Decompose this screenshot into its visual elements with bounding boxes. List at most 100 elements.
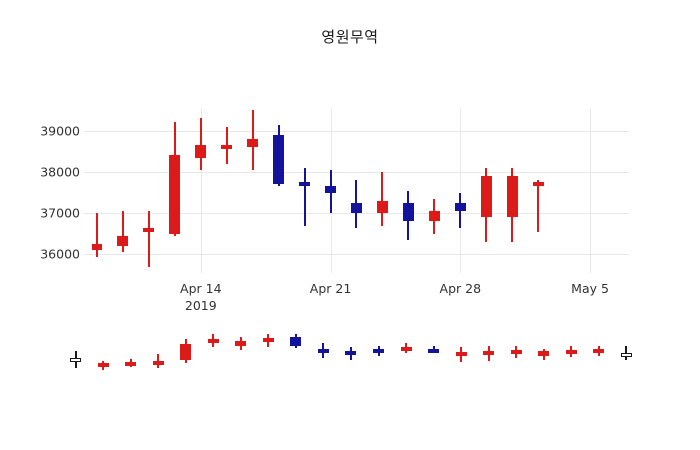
mini-candlestick[interactable] bbox=[97, 330, 109, 374]
mini-candlestick[interactable] bbox=[345, 330, 357, 374]
mini-candlestick[interactable] bbox=[565, 330, 577, 374]
mini-candlestick[interactable] bbox=[152, 330, 164, 374]
mini-candle-body bbox=[317, 348, 329, 353]
candlestick[interactable] bbox=[532, 108, 544, 273]
candlestick-plot bbox=[84, 108, 629, 273]
candlestick[interactable] bbox=[143, 108, 155, 273]
candle-body bbox=[454, 202, 466, 212]
candle-body bbox=[91, 244, 103, 251]
candle-body bbox=[169, 155, 181, 234]
candlestick[interactable] bbox=[195, 108, 207, 273]
mini-candlestick[interactable] bbox=[620, 330, 632, 374]
candle-wick bbox=[381, 171, 384, 226]
y-axis-tick-label: 37000 bbox=[40, 205, 80, 221]
candle-body bbox=[480, 176, 492, 218]
mini-candle-body bbox=[565, 349, 577, 355]
candle-body bbox=[221, 145, 233, 150]
candle-wick bbox=[199, 118, 202, 170]
candlestick[interactable] bbox=[91, 108, 103, 273]
gridline-horizontal bbox=[84, 254, 629, 256]
mini-candle-body bbox=[345, 350, 357, 355]
mini-candlestick[interactable] bbox=[207, 330, 219, 374]
mini-candle-wick bbox=[625, 345, 628, 360]
mini-candle-body bbox=[207, 339, 219, 344]
mini-candle-body bbox=[262, 337, 274, 343]
mini-candlestick[interactable] bbox=[455, 330, 467, 374]
mini-candlestick[interactable] bbox=[373, 330, 385, 374]
candle-body bbox=[117, 235, 129, 247]
mini-candlestick[interactable] bbox=[125, 330, 137, 374]
mini-candlestick[interactable] bbox=[290, 330, 302, 374]
gridline-horizontal bbox=[84, 130, 629, 132]
mini-candlestick[interactable] bbox=[510, 330, 522, 374]
mini-candlestick-panel bbox=[62, 330, 640, 374]
gridline-horizontal bbox=[84, 171, 629, 173]
gridline-vertical bbox=[590, 108, 592, 273]
mini-candle-body bbox=[373, 348, 385, 353]
mini-candle-body bbox=[290, 336, 302, 346]
candlestick[interactable] bbox=[402, 108, 414, 273]
mini-candlestick[interactable] bbox=[428, 330, 440, 374]
candlestick[interactable] bbox=[169, 108, 181, 273]
candlestick[interactable] bbox=[377, 108, 388, 273]
candlestick[interactable] bbox=[351, 108, 362, 273]
mini-candlestick[interactable] bbox=[538, 330, 550, 374]
mini-candlestick[interactable] bbox=[400, 330, 412, 374]
candle-body bbox=[402, 202, 414, 222]
candle-wick bbox=[303, 167, 306, 226]
candlestick[interactable] bbox=[221, 108, 233, 273]
candle-body bbox=[428, 211, 440, 222]
candlestick[interactable] bbox=[117, 108, 129, 273]
candle-wick bbox=[121, 211, 124, 253]
mini-candle-body bbox=[538, 350, 550, 357]
mini-candlestick[interactable] bbox=[593, 330, 605, 374]
candle-body bbox=[532, 182, 544, 187]
mini-candle-body bbox=[455, 352, 467, 356]
x-axis: Apr 14 2019 Apr 21 Apr 28 May 5 bbox=[84, 280, 629, 320]
candle-body bbox=[299, 182, 311, 187]
mini-candle-body bbox=[152, 360, 164, 365]
candlestick[interactable] bbox=[506, 108, 518, 273]
mini-candle-body bbox=[620, 353, 632, 358]
candlestick[interactable] bbox=[247, 108, 259, 273]
mini-candle-body bbox=[400, 346, 412, 351]
candle-body bbox=[351, 202, 362, 214]
mini-candlestick[interactable] bbox=[235, 330, 247, 374]
page-title: 영원무역 bbox=[321, 28, 379, 46]
mini-candlestick[interactable] bbox=[483, 330, 495, 374]
mini-candlestick[interactable] bbox=[180, 330, 192, 374]
candle-wick bbox=[95, 213, 98, 257]
candle-body bbox=[273, 134, 285, 185]
mini-candle-body bbox=[483, 350, 495, 355]
candle-body bbox=[325, 186, 336, 193]
candlestick[interactable] bbox=[299, 108, 311, 273]
y-axis: 36000 37000 38000 39000 bbox=[4, 108, 80, 273]
mini-candle-body bbox=[235, 341, 247, 346]
candlestick[interactable] bbox=[325, 108, 336, 273]
x-axis-tick-label: May 5 bbox=[571, 281, 609, 296]
candle-wick bbox=[537, 180, 540, 232]
candlestick[interactable] bbox=[480, 108, 492, 273]
candle-body bbox=[143, 227, 155, 232]
candlestick[interactable] bbox=[273, 108, 285, 273]
x-axis-tick-label: Apr 21 bbox=[309, 281, 352, 296]
x-axis-tick-label: Apr 14 2019 bbox=[180, 281, 222, 313]
mini-candle-body bbox=[593, 348, 605, 354]
candle-wick bbox=[147, 211, 150, 267]
mini-candlestick[interactable] bbox=[70, 330, 82, 374]
gridline-vertical bbox=[200, 108, 202, 273]
mini-candlestick[interactable] bbox=[262, 330, 274, 374]
candle-body bbox=[247, 138, 259, 148]
mini-candle-body bbox=[97, 363, 109, 368]
candlestick[interactable] bbox=[454, 108, 466, 273]
mini-candlestick[interactable] bbox=[317, 330, 329, 374]
candlestick[interactable] bbox=[428, 108, 440, 273]
mini-candle-body bbox=[125, 362, 137, 367]
mini-candle-body bbox=[70, 358, 82, 363]
y-axis-tick-label: 36000 bbox=[40, 246, 80, 262]
y-axis-tick-label: 38000 bbox=[40, 164, 80, 180]
x-axis-tick-label: Apr 28 bbox=[439, 281, 482, 296]
mini-candle-body bbox=[180, 344, 192, 360]
candle-body bbox=[195, 145, 207, 158]
